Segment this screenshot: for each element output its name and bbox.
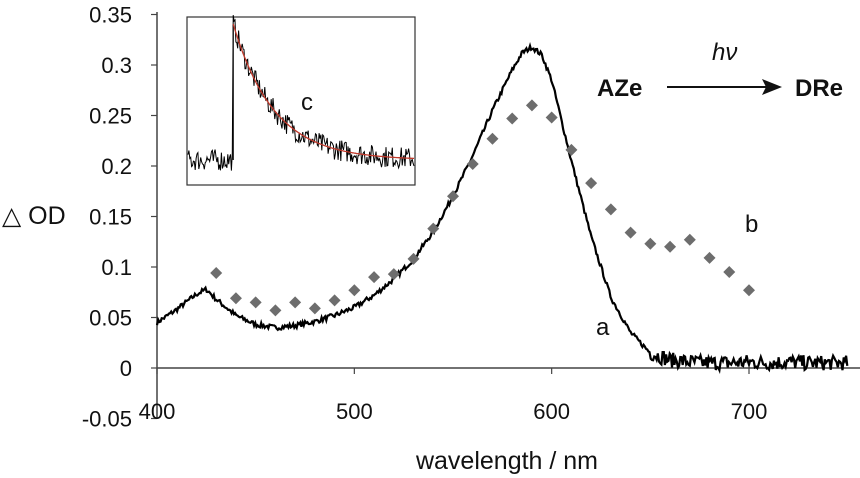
series-b-point (604, 203, 617, 216)
y-tick-label: 0.15 (89, 205, 132, 230)
x-tick-label: 400 (139, 399, 176, 424)
y-axis: -0.05 0 0.05 0.1 0.15 0.2 0.25 0.3 0.35 (82, 3, 158, 432)
y-tick-label: 0 (120, 356, 132, 381)
series-b-point (249, 296, 262, 309)
y-tick-label: 0.1 (101, 255, 132, 280)
series-b-point (565, 143, 578, 156)
series-b-point (585, 177, 598, 190)
series-b-point (407, 252, 420, 265)
y-tick-label: 0.3 (101, 53, 132, 78)
x-tick-label: 600 (533, 399, 570, 424)
y-tick-label: 0.35 (89, 3, 132, 28)
series-a-line (155, 42, 849, 375)
inset-trace-line (187, 15, 415, 171)
series-b-point (545, 111, 558, 124)
reaction-scheme: AZe hν DRe (597, 39, 843, 102)
x-axis-title: wavelength / nm (415, 447, 598, 475)
label-b: b (745, 211, 758, 238)
series-b-point (447, 190, 459, 203)
series-b-point (624, 226, 637, 239)
x-axis: 400 500 600 700 (139, 367, 860, 424)
product-label: DRe (795, 75, 843, 102)
series-b-point (328, 294, 341, 307)
inset-kinetic-trace (187, 15, 415, 171)
series-b-point (486, 132, 499, 145)
series-b-point (387, 268, 400, 281)
reactant-label: AZe (597, 75, 642, 102)
series-a (155, 42, 849, 375)
inset-exponential-fit (232, 23, 414, 160)
series-b-point (427, 222, 440, 235)
x-ticks: 400 500 600 700 (139, 368, 768, 424)
series-b-point (269, 304, 282, 317)
series-b-point (644, 237, 657, 250)
reaction-arrow-head (762, 79, 782, 95)
y-axis-title: △ OD (2, 202, 66, 230)
inset: c (186, 15, 416, 186)
series-b-point (743, 284, 755, 297)
series-b-point (289, 296, 302, 309)
y-tick-label: 0.25 (89, 104, 132, 129)
series-b-point (525, 99, 538, 112)
series-b (210, 99, 755, 317)
series-b-point (466, 157, 479, 170)
y-tick-label: 0.2 (101, 154, 132, 179)
series-b-point (664, 240, 677, 253)
series-b-point (308, 302, 321, 315)
series-b-point (723, 266, 736, 279)
light-symbol: hν (712, 39, 737, 66)
y-tick-label: 0.05 (89, 306, 132, 331)
series-b-point (703, 251, 716, 264)
series-b-point (229, 292, 242, 305)
x-tick-label: 700 (731, 399, 768, 424)
series-b-point (506, 112, 519, 125)
series-b-point (210, 267, 223, 280)
y-tick-label: -0.05 (82, 407, 132, 432)
inset-label: c (301, 89, 313, 116)
inset-fit-line (232, 23, 414, 160)
y-ticks: -0.05 0 0.05 0.1 0.15 0.2 0.25 0.3 0.35 (82, 3, 157, 432)
label-a: a (596, 314, 610, 341)
series-b-point (683, 233, 696, 246)
series-b-point (348, 284, 361, 297)
series-b-point (368, 271, 381, 284)
x-tick-label: 500 (336, 399, 373, 424)
